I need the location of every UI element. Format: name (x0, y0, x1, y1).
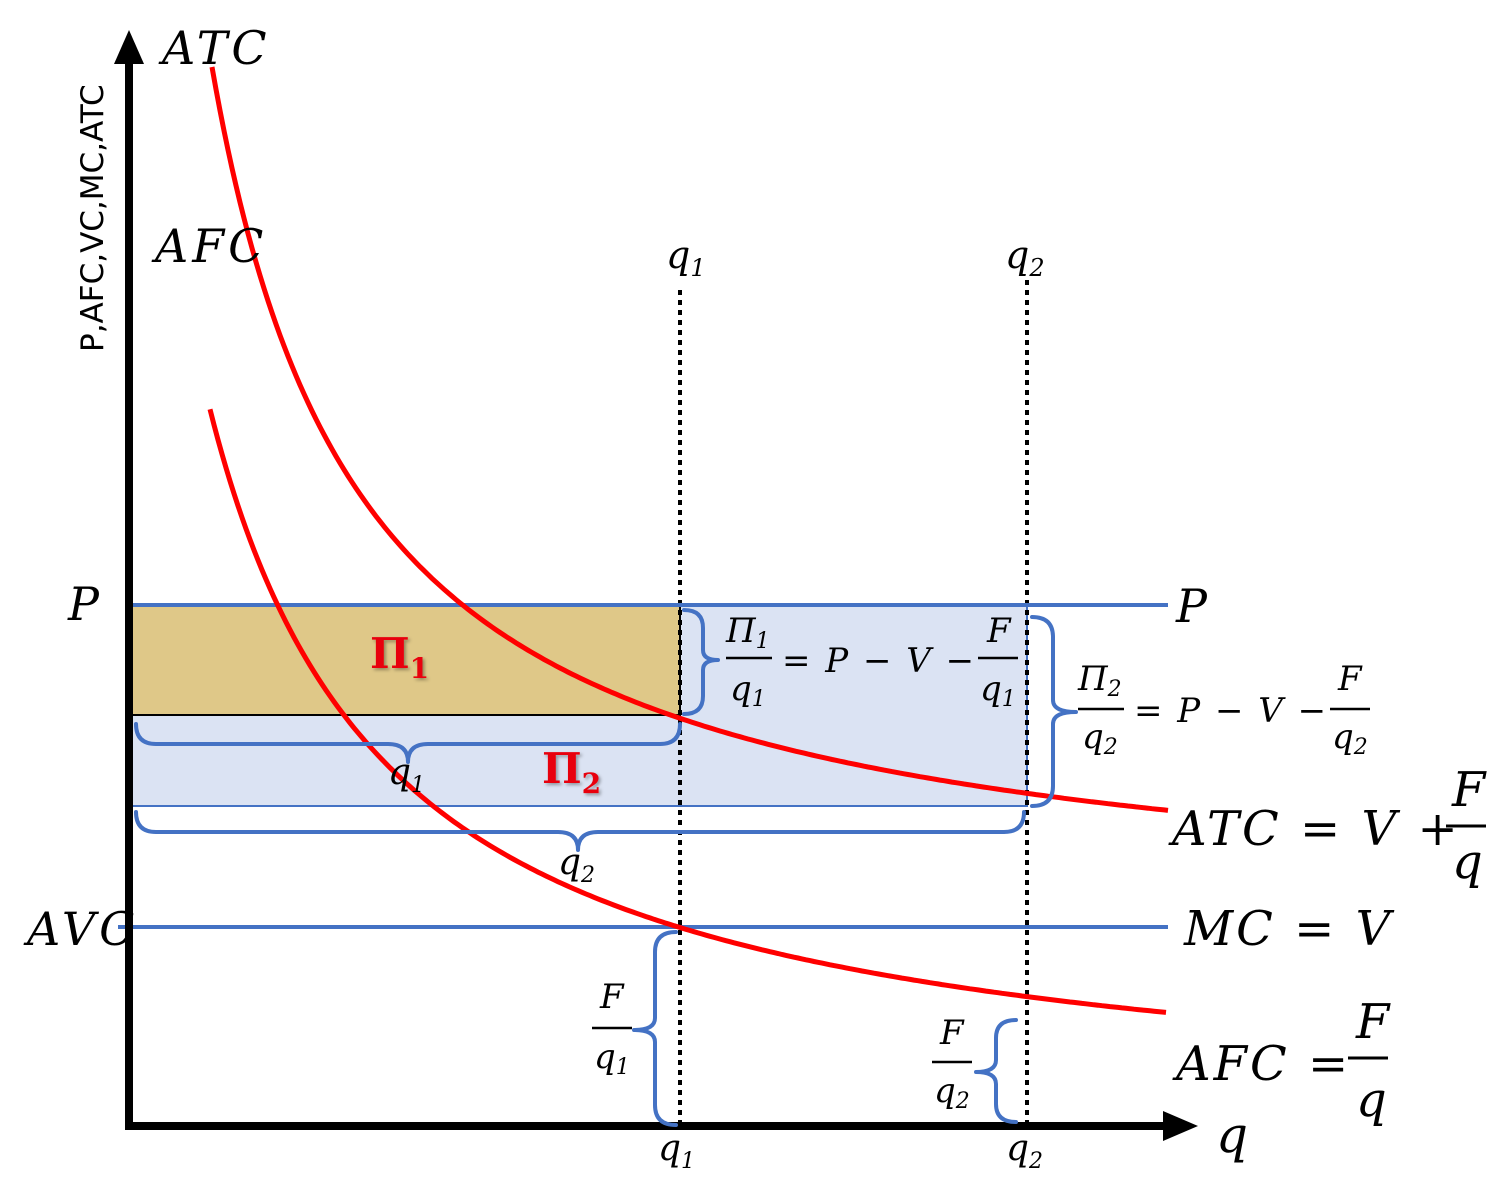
q1-brace (134, 722, 682, 764)
afc-formula: AFC = F q (1172, 994, 1391, 1128)
price-label-left: P (67, 577, 100, 631)
svg-text:Π2: Π2 (1077, 659, 1122, 702)
afc-q2-label: F q2 (932, 1013, 972, 1114)
pi1-per-unit-brace (682, 608, 720, 716)
price-label-right: P (1175, 579, 1208, 633)
svg-text:q1: q1 (730, 669, 766, 712)
svg-text:ATC = V +: ATC = V + (1168, 801, 1461, 857)
q2-brace-label: q2 (558, 842, 595, 888)
svg-text:F: F (1451, 762, 1487, 818)
svg-text:q2: q2 (1082, 717, 1118, 760)
afc-q1-label: F q1 (592, 977, 632, 1080)
q2-brace (134, 810, 1026, 852)
svg-text:F: F (986, 611, 1012, 651)
mc-formula: MC = V (1183, 901, 1395, 957)
svg-text:q1: q1 (594, 1037, 630, 1080)
q1-brace-label: q1 (388, 752, 425, 798)
q2-axis-label: q2 (1006, 1128, 1043, 1174)
q2-top-label: q2 (1005, 233, 1045, 282)
svg-text:q2: q2 (1332, 717, 1368, 760)
svg-text:q: q (1452, 834, 1483, 890)
x-axis-arrow (1163, 1111, 1198, 1141)
afc-q2-brace (974, 1018, 1018, 1124)
svg-text:q2: q2 (934, 1071, 970, 1114)
svg-text:= P − V −: = P − V − (782, 641, 976, 681)
atc-formula: ATC = V + F q (1168, 762, 1487, 890)
atc-curve (209, 66, 1169, 813)
svg-text:= P − V −: = P − V − (1134, 691, 1328, 731)
svg-text:F: F (1337, 659, 1363, 699)
pi2-equation: Π2 q2 = P − V − F q2 (1077, 659, 1370, 760)
pi2-per-unit-brace (1030, 615, 1078, 808)
atc-top-label: ATC (158, 21, 271, 75)
afc-q1-brace (632, 930, 678, 1127)
y-axis-arrow (114, 30, 144, 64)
svg-text:q: q (1356, 1072, 1387, 1128)
avc-label: AVC (23, 902, 138, 956)
svg-text:Π1: Π1 (725, 611, 770, 654)
svg-text:F: F (939, 1013, 965, 1053)
pi2-label: Π2 (542, 744, 601, 800)
svg-text:F: F (599, 977, 625, 1017)
svg-text:AFC =: AFC = (1172, 1036, 1351, 1092)
q1-top-label: q1 (666, 233, 706, 282)
pi1-equation: Π1 q1 = P − V − F q1 (725, 611, 1018, 712)
svg-text:q1: q1 (980, 669, 1016, 712)
x-axis-label: q (1216, 1106, 1248, 1164)
q1-axis-label: q1 (658, 1128, 695, 1174)
pi1-area (131, 604, 681, 716)
afc-top-label: AFC (151, 219, 267, 273)
pi1-label: Π1 (370, 629, 429, 685)
y-axis-label: P,AFC,VC,MC,ATC (75, 84, 111, 352)
svg-text:F: F (1355, 994, 1391, 1050)
